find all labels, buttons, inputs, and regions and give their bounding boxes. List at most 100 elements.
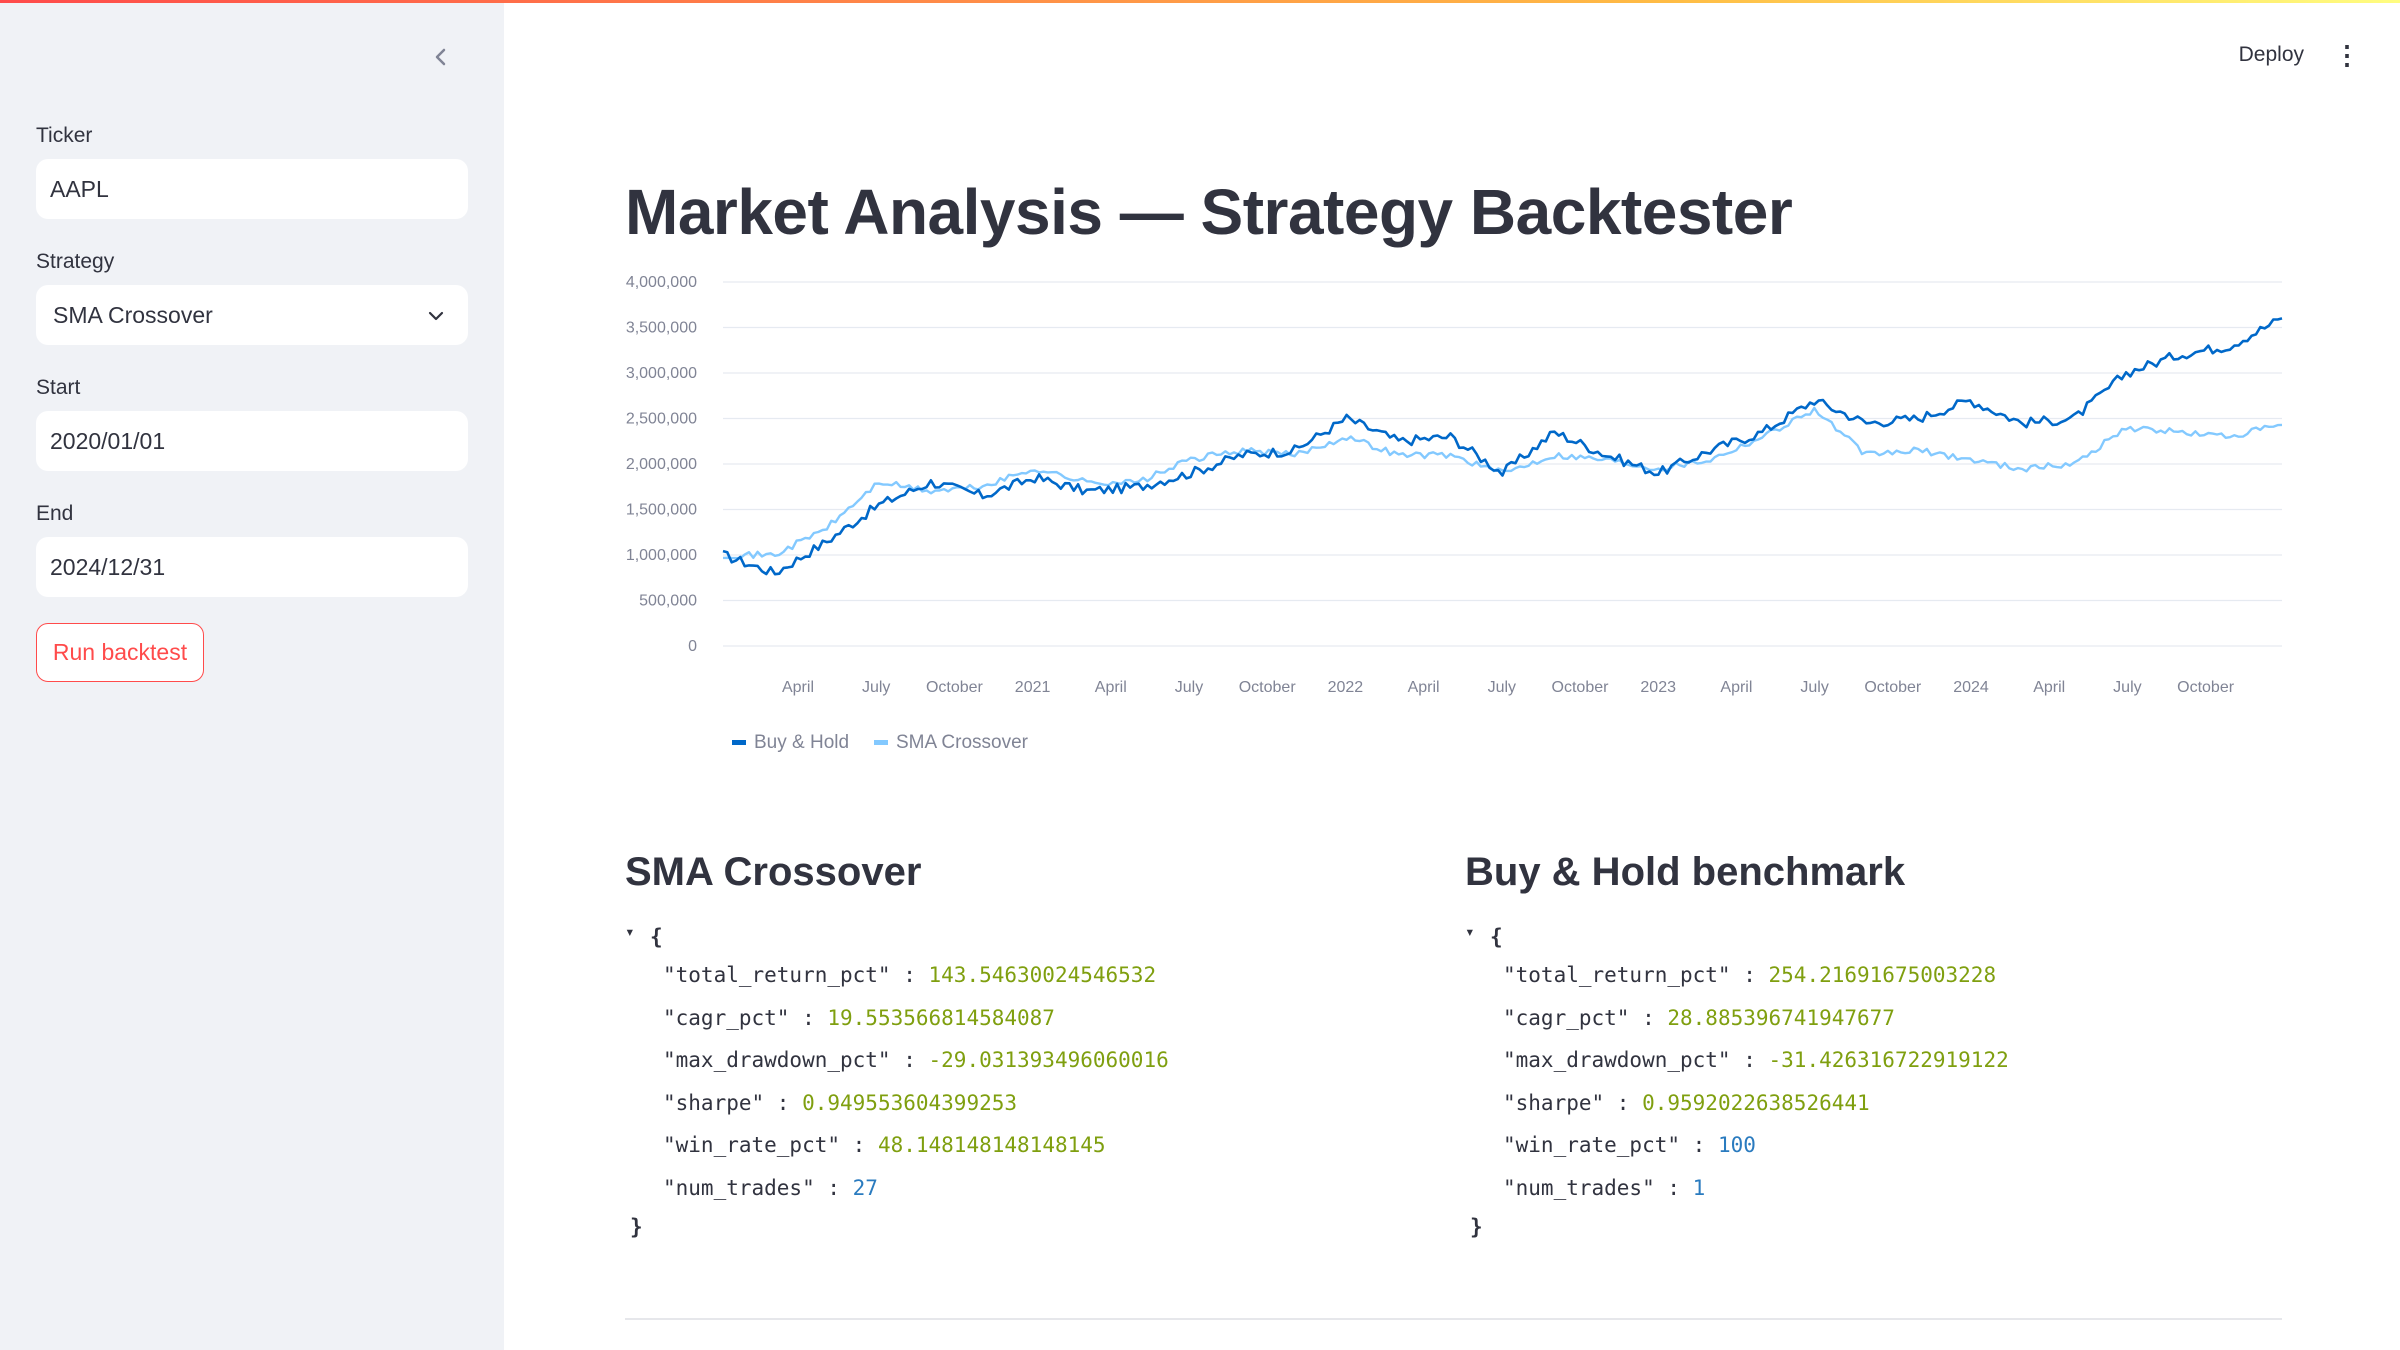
end-label: End — [36, 502, 74, 525]
x-tick-label: October — [2177, 679, 2235, 696]
strategy-select[interactable]: SMA Crossover — [36, 285, 468, 345]
json-row: "total_return_pct" : 143.54630024546532 — [663, 963, 1156, 987]
json-colon: : — [1654, 1175, 1693, 1200]
x-tick-label: 2021 — [1015, 679, 1051, 696]
series-line-sma-crossover — [722, 406, 2283, 560]
json-key: "max_drawdown_pct" — [663, 1048, 891, 1072]
json-key: "cagr_pct" — [1503, 1005, 1630, 1030]
deploy-button[interactable]: Deploy — [2238, 43, 2304, 66]
json-value: 254.21691675003228 — [1768, 963, 1997, 987]
sidebar: Ticker AAPL Strategy SMA Crossover Start… — [0, 0, 504, 1350]
x-tick-label: April — [2033, 679, 2065, 696]
page-title: Market Analysis — Strategy Backtester — [625, 176, 1793, 248]
json-value: 28.885396741947677 — [1667, 1005, 1895, 1030]
header-actions: Deploy ⋮ — [2239, 40, 2360, 70]
start-label: Start — [36, 376, 81, 399]
json-key: "total_return_pct" — [663, 963, 891, 987]
json-colon: : — [814, 1175, 853, 1200]
json-row: "max_drawdown_pct" : -31.426316722919122 — [1503, 1048, 2009, 1072]
ticker-label: Ticker — [36, 124, 93, 147]
start-date-input[interactable]: 2020/01/01 — [36, 411, 468, 471]
y-tick-label: 1,500,000 — [626, 502, 697, 519]
json-value: 0.949553604399253 — [802, 1090, 1018, 1115]
json-colon: : — [1680, 1133, 1718, 1157]
json-key: "num_trades" — [663, 1175, 815, 1200]
x-tick-label: July — [862, 679, 890, 696]
section-title-buyhold: Buy & Hold benchmark — [1465, 850, 1906, 894]
y-tick-label: 4,000,000 — [626, 274, 697, 291]
y-tick-label: 0 — [688, 638, 697, 655]
json-row: "total_return_pct" : 254.21691675003228 — [1503, 963, 1996, 987]
json-row: "cagr_pct" : 28.885396741947677 — [1503, 1006, 1895, 1030]
section-title-sma: SMA Crossover — [625, 850, 922, 894]
ticker-input[interactable]: AAPL — [36, 159, 468, 219]
legend-label: Buy & Hold — [754, 732, 849, 753]
json-open-brace: { — [1490, 925, 1503, 949]
json-value: 48.148148148148145 — [877, 1133, 1106, 1157]
legend-label: SMA Crossover — [896, 732, 1029, 753]
json-colon: : — [1730, 1048, 1769, 1072]
y-tick-label: 500,000 — [639, 593, 697, 610]
json-value: -29.031393496060016 — [928, 1048, 1169, 1072]
json-open-brace: { — [650, 925, 663, 949]
x-tick-label: October — [1864, 679, 1922, 696]
json-value: -31.426316722919122 — [1768, 1048, 2009, 1072]
json-row: "sharpe" : 0.949553604399253 — [663, 1091, 1017, 1115]
y-tick-label: 3,500,000 — [626, 320, 697, 337]
ticker-input-value: AAPL — [50, 176, 109, 202]
run-backtest-button[interactable]: Run backtest — [36, 623, 204, 682]
x-tick-label: July — [2113, 679, 2141, 696]
json-key: "win_rate_pct" — [663, 1133, 841, 1157]
end-date-value: 2024/12/31 — [50, 554, 166, 580]
kebab-menu-icon[interactable]: ⋮ — [2334, 40, 2360, 70]
json-key: "sharpe" — [663, 1090, 765, 1115]
chevron-left-icon[interactable] — [426, 42, 456, 72]
x-tick-label: July — [1800, 679, 1828, 696]
json-colon: : — [1730, 963, 1769, 987]
json-viewer-buyhold: ▾ {"total_return_pct" : 254.2169167500322… — [1465, 922, 2245, 1255]
equity-chart: 4,000,000 3,500,000 3,000,000 2,500,000 2,00… — [600, 270, 2300, 770]
x-tick-label: April — [1720, 679, 1752, 696]
collapse-caret-icon[interactable]: ▾ — [1465, 922, 1475, 941]
x-tick-label: October — [1552, 679, 1610, 696]
json-row: "max_drawdown_pct" : -29.031393496060016 — [663, 1048, 1169, 1072]
x-tick-label: April — [1408, 679, 1440, 696]
series-line-buy-hold — [722, 317, 2283, 576]
legend-swatch — [732, 740, 746, 745]
divider — [625, 1318, 2282, 1320]
json-colon: : — [890, 1048, 929, 1072]
json-value: 1 — [1692, 1175, 1706, 1200]
end-date-input[interactable]: 2024/12/31 — [36, 537, 468, 597]
top-accent-bar — [0, 0, 2400, 3]
json-key: "num_trades" — [1503, 1175, 1655, 1200]
collapse-caret-icon[interactable]: ▾ — [625, 922, 635, 941]
json-colon: : — [1604, 1090, 1643, 1115]
json-row: "num_trades" : 1 — [1503, 1176, 1705, 1200]
json-row: "num_trades" : 27 — [663, 1176, 878, 1200]
x-tick-label: October — [1239, 679, 1297, 696]
json-key: "sharpe" — [1503, 1090, 1605, 1115]
json-key: "cagr_pct" — [663, 1005, 790, 1030]
json-row: "win_rate_pct" : 100 — [1503, 1133, 1756, 1157]
json-value: 0.9592022638526441 — [1642, 1090, 1870, 1115]
json-key: "max_drawdown_pct" — [1503, 1048, 1731, 1072]
y-tick-label: 3,000,000 — [626, 365, 697, 382]
json-row: "win_rate_pct" : 48.148148148148145 — [663, 1133, 1106, 1157]
json-key: "total_return_pct" — [1503, 963, 1731, 987]
x-tick-label: April — [1095, 679, 1127, 696]
json-colon: : — [789, 1005, 828, 1030]
x-tick-label: 2023 — [1640, 679, 1676, 696]
equity-chart-svg: 4,000,000 3,500,000 3,000,000 2,500,000 2,00… — [626, 274, 2283, 753]
json-close-brace: } — [630, 1215, 643, 1239]
strategy-select-value: SMA Crossover — [53, 302, 213, 328]
json-colon: : — [764, 1090, 803, 1115]
json-value: 143.54630024546532 — [928, 963, 1157, 987]
json-colon: : — [840, 1133, 878, 1157]
y-tick-label: 2,500,000 — [626, 411, 697, 428]
json-row: "sharpe" : 0.9592022638526441 — [1503, 1091, 1870, 1115]
json-value: 27 — [852, 1175, 878, 1200]
json-close-brace: } — [1470, 1215, 1483, 1239]
start-date-value: 2020/01/01 — [50, 428, 166, 454]
json-colon: : — [1629, 1005, 1668, 1030]
json-viewer-sma: ▾ {"total_return_pct" : 143.5463002454653… — [625, 922, 1405, 1255]
